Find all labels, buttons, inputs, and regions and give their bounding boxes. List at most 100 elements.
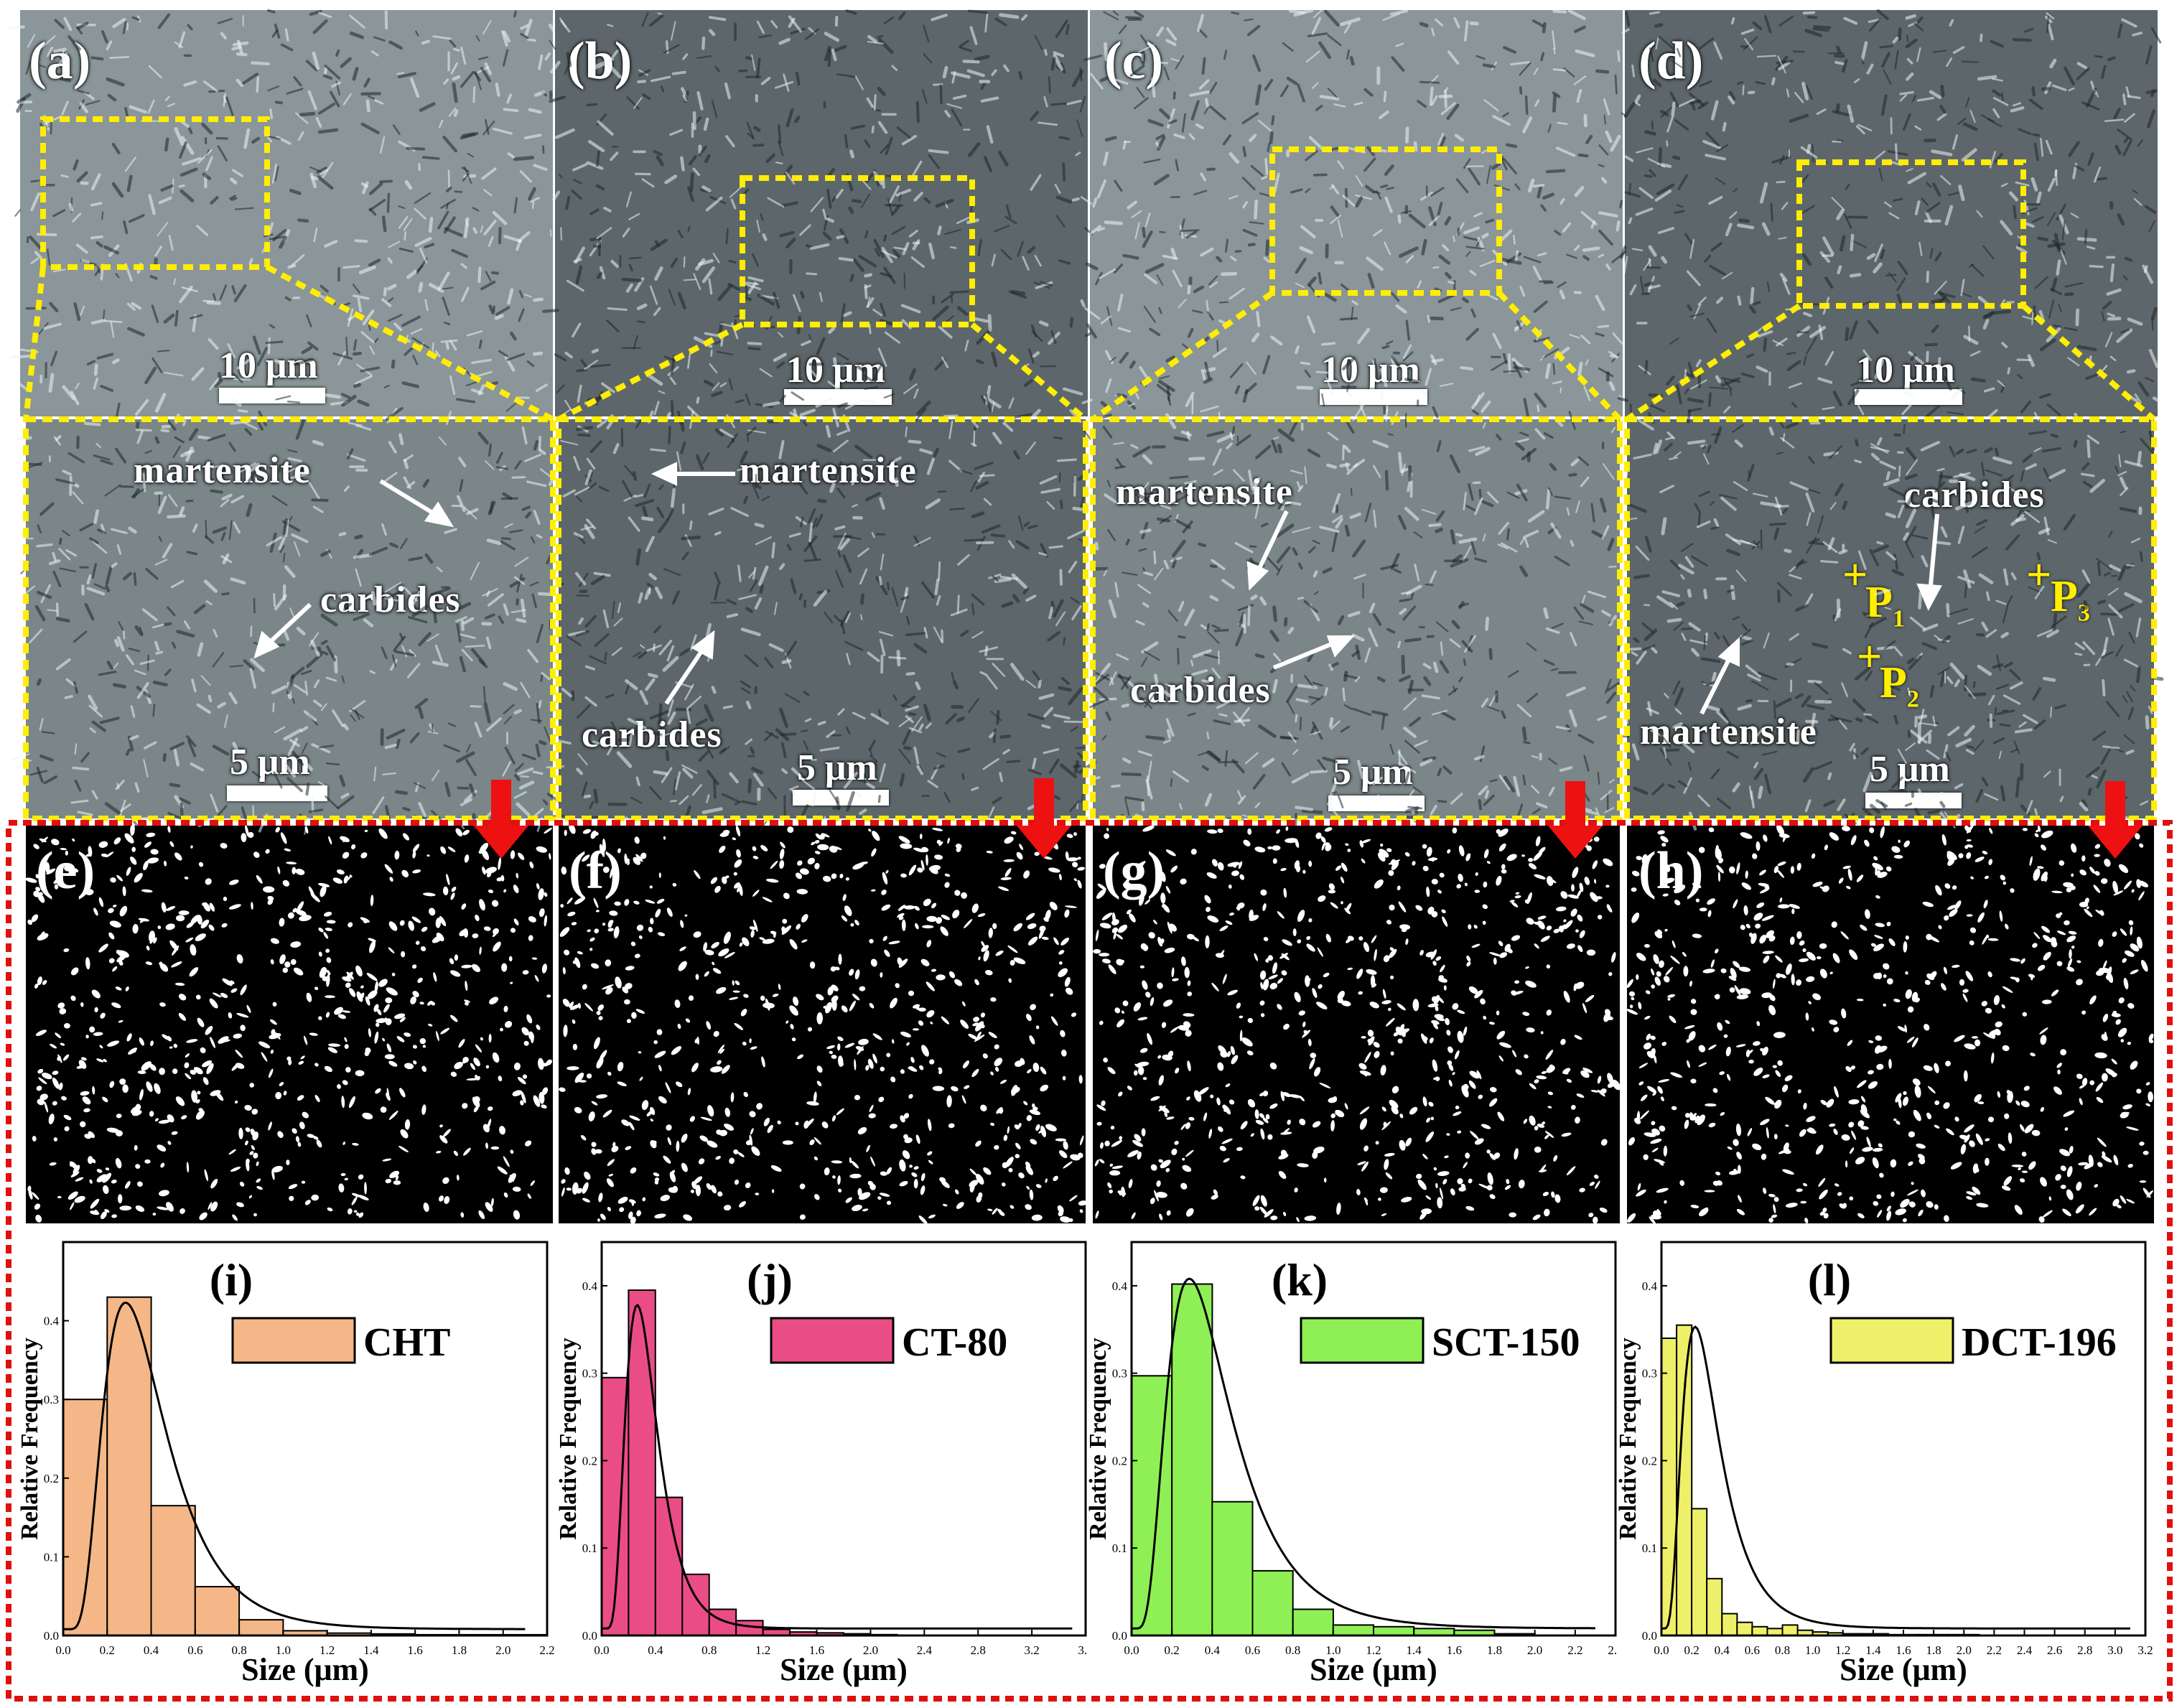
red-arrow-d (2088, 781, 2143, 859)
highlight-box-b (740, 175, 975, 327)
highlight-boxes (23, 116, 2157, 821)
scale-bar-a (219, 388, 325, 403)
sem-texture-3 (1611, 9, 2162, 424)
y-tick-label: 0.3 (1642, 1367, 1657, 1381)
x-tick-label: 0.8 (701, 1643, 717, 1657)
zoom-guide-a2 (266, 264, 554, 422)
highlight-box-d (1796, 159, 2026, 309)
x-tick-label: 1.0 (1805, 1643, 1820, 1657)
x-tick-label: 2.4 (917, 1643, 933, 1657)
histogram-bar (1171, 1283, 1213, 1636)
y-tick-label: 0.3 (582, 1367, 597, 1381)
micrograph-texture (7, 8, 2164, 1225)
histogram-bar (1751, 1625, 1768, 1636)
legend-swatch (1300, 1317, 1425, 1364)
x-tick-label: 3.0 (2107, 1643, 2122, 1657)
histogram-bar (1211, 1501, 1254, 1637)
binary-map-g (1093, 826, 1620, 1223)
histogram-chart-j: 0.0 0.4 0.8 1.2 1.6 2.0 2.4 2.8 3.2 3.60.00.10.20… (555, 1241, 1094, 1687)
plot-frame (600, 1241, 1087, 1637)
legend-swatch (231, 1317, 356, 1364)
legend-swatch (1829, 1317, 1954, 1364)
y-tick-label: 0.1 (44, 1550, 59, 1564)
histogram-bar (1251, 1569, 1294, 1636)
histogram-bar (681, 1573, 710, 1636)
x-tick-label: 2.4 (2017, 1643, 2033, 1657)
zoom-guide-d1 (1625, 303, 1801, 422)
binary-texture-1 (559, 823, 1088, 1225)
panel-label-b: (b) (567, 32, 633, 90)
histogram-bar (1661, 1338, 1678, 1636)
zoom-scale-label-a: 5 μm (230, 742, 310, 783)
scale-bar-d (1855, 389, 1962, 405)
y-axis-label: Relative Frequency (557, 1338, 582, 1540)
zoom-guide-c1 (1091, 290, 1274, 422)
y-axis-label: Relative Frequency (1617, 1338, 1641, 1540)
sem-zoom-b (559, 419, 1086, 818)
x-tick-label: 2.6 (2047, 1643, 2062, 1657)
x-tick-label: 1.6 (1447, 1643, 1462, 1657)
x-tick-label: 1.2 (1366, 1643, 1381, 1657)
sem-texture-5 (546, 419, 1091, 830)
histogram-chart-k: 0.0 0.2 0.4 0.6 0.8 1.0 1.2 1.4 1.6 1.8 2.0 2.2 2.40… (1085, 1241, 1623, 1687)
x-tick-label: 2.2 (539, 1643, 554, 1657)
zoom-guide-d2 (2021, 303, 2156, 422)
x-tick-label: 1.8 (1487, 1643, 1502, 1657)
binary-texture-3 (1626, 823, 2154, 1225)
highlight-box-a (40, 116, 270, 270)
x-tick-label: 2.8 (971, 1643, 986, 1657)
x-axis-label: Size (μm) (1840, 1652, 1967, 1687)
x-tick-label: 0.4 (1715, 1643, 1730, 1657)
zoom-scale-bar-c (1328, 795, 1425, 811)
x-tick-label: 0.4 (144, 1643, 159, 1657)
histogram-bar (628, 1289, 656, 1636)
legend-swatch (770, 1317, 895, 1364)
x-tick-label: 0.0 (594, 1643, 609, 1657)
x-tick-label: 0.0 (1124, 1643, 1139, 1657)
zoom-frame-b (556, 416, 1088, 821)
x-axis-label: Size (μm) (241, 1652, 369, 1687)
x-tick-label: 0.4 (648, 1643, 663, 1657)
sem-texture-0 (7, 9, 556, 426)
sem-texture-2 (1081, 8, 1629, 430)
y-axis-label: Relative Frequency (19, 1338, 43, 1540)
x-tick-label: 1.4 (1865, 1643, 1881, 1657)
zoom-scale-bar-d (1865, 793, 1962, 808)
arrow-carbides-b (664, 645, 707, 705)
y-tick-label: 0.1 (1112, 1541, 1127, 1555)
zoom-scale-bar-b (793, 790, 889, 806)
sem-texture-1 (542, 9, 1101, 432)
x-tick-label: 2.2 (1987, 1643, 2002, 1657)
y-tick-label: 0.4 (582, 1279, 598, 1293)
x-tick-label: 1.8 (452, 1643, 467, 1657)
y-tick-label: 0.4 (44, 1315, 60, 1328)
y-tick-label: 0.3 (1112, 1367, 1127, 1381)
x-tick-label: 2.0 (1957, 1643, 1972, 1657)
sem-texture-6 (1077, 418, 1629, 827)
panel-label-h: (h) (1638, 841, 1704, 900)
plot-frame (1660, 1241, 2147, 1637)
x-axis-label: Size (μm) (780, 1652, 908, 1687)
histogram-bar (194, 1586, 241, 1636)
histogram-panel-j: 0.0 0.4 0.8 1.2 1.6 2.0 2.4 2.8 3.2 3.6 0.0 0.1 0.2 0… (555, 1229, 1094, 1689)
x-tick-label: 1.2 (755, 1643, 770, 1657)
point-p1: P1 (1865, 578, 1905, 633)
arrow-carbides-c (1272, 640, 1338, 670)
histogram-panel-i: 0.0 0.2 0.4 0.6 0.8 1.0 1.2 1.4 1.6 1.8 2.0 2.2 0.0 0… (17, 1229, 556, 1689)
red-arrow-b (1017, 778, 1071, 859)
annotation-martensite-b: martensite (740, 450, 917, 491)
y-tick-label: 0.4 (1642, 1279, 1658, 1293)
x-tick-label: 1.4 (363, 1643, 379, 1657)
point-p2: P2 (1880, 658, 1919, 713)
histogram-bar (1292, 1608, 1334, 1636)
x-tick-label: 0.2 (1165, 1643, 1180, 1657)
x-tick-label: 0.6 (187, 1643, 202, 1657)
histogram-bar (1706, 1577, 1723, 1636)
zoom-frame-a (23, 416, 556, 821)
binary-map-f (559, 826, 1086, 1223)
sem-zoom-d (1627, 419, 2154, 818)
histogram-bar (1721, 1613, 1738, 1636)
panel-label-d: (d) (1638, 32, 1704, 90)
histogram-bar (654, 1496, 684, 1636)
